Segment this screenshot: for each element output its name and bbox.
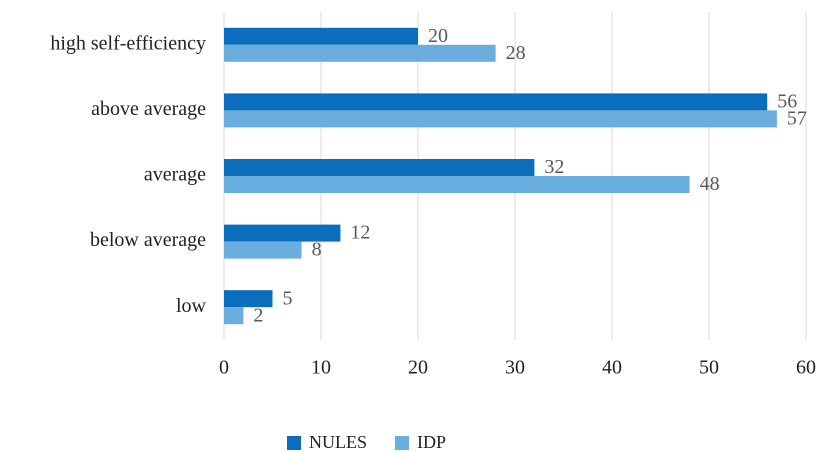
bar [224, 159, 535, 176]
value-label: 56 [777, 90, 797, 112]
x-tick-label: 20 [408, 357, 428, 379]
value-label: 5 [283, 287, 293, 309]
legend-swatch [287, 436, 301, 450]
bar [224, 176, 690, 193]
value-label: 57 [787, 107, 807, 129]
value-label: 32 [544, 156, 564, 178]
bar [224, 224, 341, 242]
x-tick-label: 0 [219, 357, 229, 379]
legend-label: NULES [309, 432, 367, 452]
x-tick-label: 50 [699, 357, 719, 379]
bar [224, 93, 768, 111]
legend-label: IDP [417, 432, 446, 452]
y-tick-label: average [144, 164, 206, 186]
y-tick-label: low [176, 295, 207, 317]
y-tick-label: above average [91, 98, 206, 120]
bar [224, 110, 777, 128]
y-tick-label: below average [90, 229, 206, 251]
bar [224, 307, 244, 325]
x-tick-label: 10 [311, 357, 331, 379]
bar [224, 241, 302, 259]
legend-swatch [395, 436, 409, 450]
bar [224, 290, 273, 308]
bar [224, 27, 418, 45]
x-tick-label: 40 [602, 357, 622, 379]
value-label: 2 [253, 304, 263, 326]
value-label: 8 [312, 239, 322, 261]
value-label: 12 [350, 222, 370, 244]
y-tick-label: high self-efficiency [50, 32, 206, 54]
value-label: 28 [506, 42, 526, 64]
value-label: 20 [428, 25, 448, 47]
value-label: 48 [700, 173, 720, 195]
x-tick-label: 30 [505, 357, 525, 379]
bar [224, 44, 496, 62]
x-tick-label: 60 [796, 357, 816, 379]
